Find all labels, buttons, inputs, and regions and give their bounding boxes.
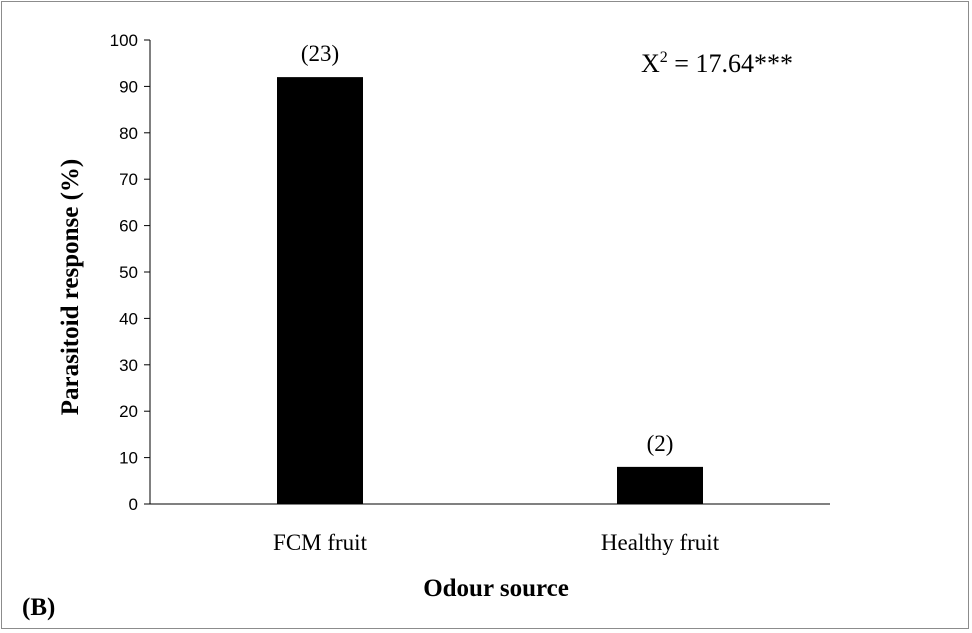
y-tick-label: 50	[119, 263, 138, 282]
chi-square-annotation: X2 = 17.64***	[641, 49, 793, 78]
y-tick-label: 90	[119, 77, 138, 96]
y-axis-title: Parasitoid response (%)	[57, 159, 84, 415]
bar	[277, 77, 363, 505]
data-label: (23)	[301, 41, 339, 66]
y-tick-label: 20	[119, 402, 138, 421]
data-label: (2)	[647, 431, 674, 456]
y-axis: 0 10 20 30 40 50 60 70 80 90 100	[110, 31, 151, 514]
bars	[277, 77, 703, 505]
data-labels: (23) (2)	[301, 41, 674, 456]
y-tick-label: 40	[119, 309, 138, 328]
bar	[617, 466, 703, 504]
category-labels: FCM fruit Healthy fruit	[273, 530, 720, 555]
category-label: Healthy fruit	[601, 530, 720, 555]
y-tick-label: 70	[119, 170, 138, 189]
chi-square-superscript: 2	[660, 49, 668, 66]
category-label: FCM fruit	[273, 530, 368, 555]
chi-square-symbol: X	[641, 49, 660, 78]
chi-square-value: = 17.64***	[668, 49, 793, 78]
y-tick-label: 10	[119, 449, 138, 468]
y-tick-label: 0	[129, 495, 138, 514]
y-tick-label: 80	[119, 124, 138, 143]
panel-label: (B)	[22, 594, 55, 621]
x-axis-title: Odour source	[423, 575, 569, 602]
y-tick-label: 30	[119, 356, 138, 375]
y-tick-label: 100	[110, 31, 138, 50]
y-tick-label: 60	[119, 217, 138, 236]
